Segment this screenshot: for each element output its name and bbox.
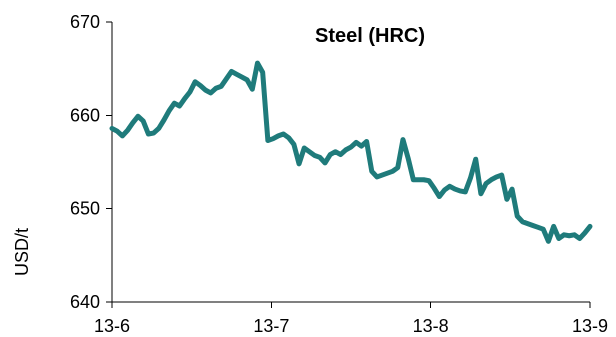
- y-ticks: 640 650 660 670: [70, 12, 112, 312]
- y-tick-label: 660: [70, 105, 100, 125]
- axes-layer: 640 650 660 670 13-6 13-7 13-8 13-9: [70, 12, 608, 336]
- x-tick-label: 13-6: [94, 316, 130, 336]
- x-tick-label: 13-9: [572, 316, 608, 336]
- y-tick-label: 650: [70, 199, 100, 219]
- y-axis-label: USD/t: [12, 228, 32, 276]
- x-ticks: 13-6 13-7 13-8 13-9: [94, 302, 608, 336]
- steel-hrc-series-line: [109, 60, 593, 244]
- chart-title: Steel (HRC): [315, 25, 425, 47]
- series-layer: [109, 60, 593, 244]
- x-tick-label: 13-7: [253, 316, 289, 336]
- y-tick-label: 670: [70, 12, 100, 32]
- y-tick-label: 640: [70, 292, 100, 312]
- x-tick-label: 13-8: [413, 316, 449, 336]
